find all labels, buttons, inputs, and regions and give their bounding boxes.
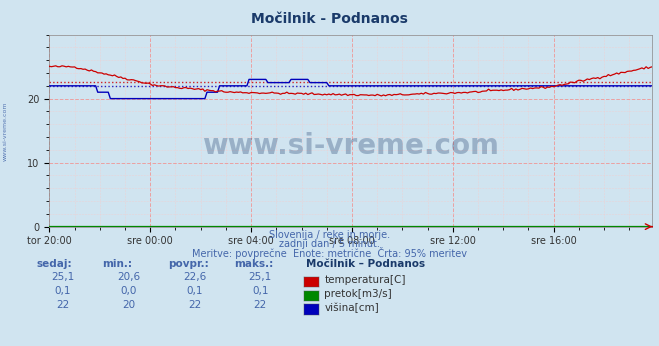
Text: 0,1: 0,1 [186, 286, 203, 296]
Text: 0,1: 0,1 [54, 286, 71, 296]
Text: Močilnik - Podnanos: Močilnik - Podnanos [251, 12, 408, 26]
Text: 22,6: 22,6 [183, 272, 206, 282]
Text: 25,1: 25,1 [248, 272, 272, 282]
Text: www.si-vreme.com: www.si-vreme.com [202, 132, 500, 160]
Text: sedaj:: sedaj: [36, 259, 72, 269]
Text: Slovenija / reke in morje.: Slovenija / reke in morje. [269, 230, 390, 240]
Text: 0,0: 0,0 [121, 286, 136, 296]
Text: 20: 20 [122, 300, 135, 310]
Text: maks.:: maks.: [234, 259, 273, 269]
Text: www.si-vreme.com: www.si-vreme.com [3, 102, 8, 161]
Text: 25,1: 25,1 [51, 272, 74, 282]
Text: Močilnik – Podnanos: Močilnik – Podnanos [306, 259, 426, 269]
Text: višina[cm]: višina[cm] [324, 303, 379, 313]
Text: 0,1: 0,1 [252, 286, 269, 296]
Text: zadnji dan / 5 minut.: zadnji dan / 5 minut. [279, 239, 380, 249]
Text: min.:: min.: [102, 259, 132, 269]
Text: povpr.:: povpr.: [168, 259, 209, 269]
Text: temperatura[C]: temperatura[C] [324, 275, 406, 285]
Text: 22: 22 [56, 300, 69, 310]
Text: 20,6: 20,6 [117, 272, 140, 282]
Text: 22: 22 [188, 300, 201, 310]
Text: pretok[m3/s]: pretok[m3/s] [324, 289, 392, 299]
Text: 22: 22 [254, 300, 267, 310]
Text: Meritve: povprečne  Enote: metrične  Črta: 95% meritev: Meritve: povprečne Enote: metrične Črta:… [192, 247, 467, 260]
